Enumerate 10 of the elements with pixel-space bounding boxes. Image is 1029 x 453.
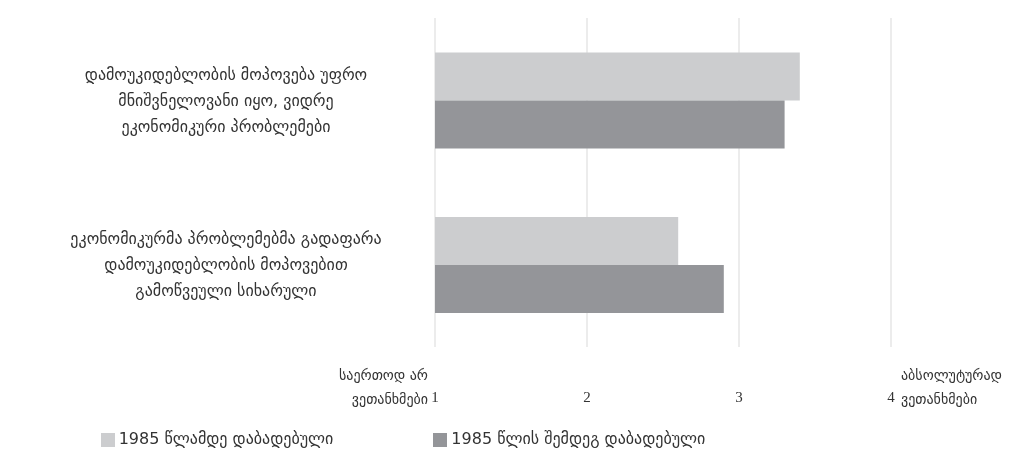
legend-label: 1985 წლის შემდეგ დაბადებული (451, 429, 706, 448)
text: საერთოდ არ ვეთანხმები (337, 366, 428, 409)
x-tick-label: 2 (583, 388, 591, 405)
x-tick-label: 3 (735, 388, 743, 405)
y-tick-label: დამოუკიდებლობის მოპოვება უფრო მნიშვნელოვანი იყო, ვიდრე ეკონომიკური პრობლემები (84, 64, 368, 136)
y-tick-label: ეკონომიკურმა პრობლემებმა გადაფარა დამოუკიდებლობის მოპოვებით გამოწვეული სიხარული (70, 229, 382, 301)
legend-label: 1985 წლამდე დაბადებული (118, 429, 334, 448)
x-tick-label: 4 (887, 388, 896, 405)
x-tick-label: 1 (431, 388, 439, 405)
text: აბსოლუტურად ვეთანხმები (901, 366, 1004, 409)
